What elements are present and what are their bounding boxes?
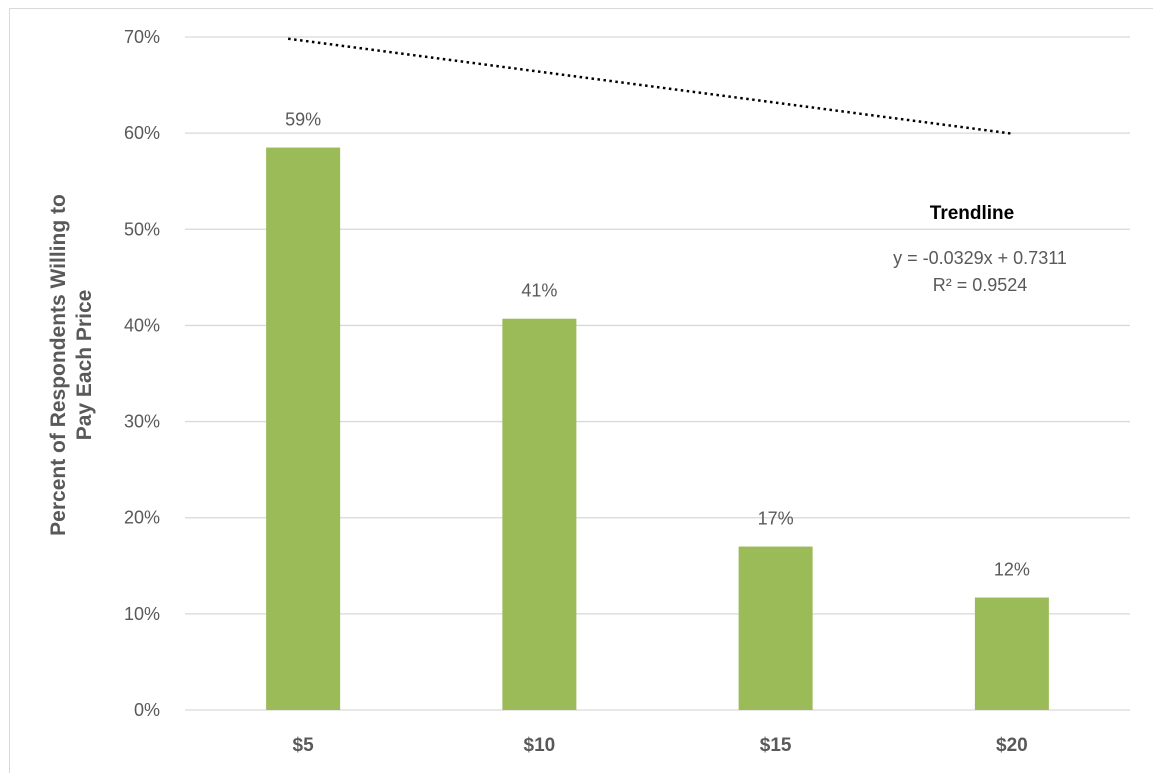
bar xyxy=(974,597,1049,710)
x-tick-label: $20 xyxy=(996,735,1028,756)
y-tick-label: 30% xyxy=(124,412,160,432)
y-tick-label: 0% xyxy=(134,700,160,720)
x-tick-label: $15 xyxy=(760,735,792,756)
data-label: 12% xyxy=(994,560,1030,580)
y-tick-label: 20% xyxy=(124,508,160,528)
data-label: 59% xyxy=(285,110,321,130)
trendline-r-squared: R² = 0.9524 xyxy=(933,275,1028,295)
y-axis-ticks: 0% 10% 20% 30% 40% 50% 60% 70% xyxy=(124,27,160,720)
gridlines xyxy=(185,36,1130,711)
bars xyxy=(266,147,1049,711)
y-axis-label: Percent of Respondents Willing to Pay Ea… xyxy=(47,194,96,536)
data-labels: 59% 41% 17% 12% xyxy=(285,110,1030,580)
y-tick-label: 50% xyxy=(124,219,160,239)
trendline-annotation: Trendline y = -0.0329x + 0.7311 R² = 0.9… xyxy=(893,203,1067,295)
trendline xyxy=(287,37,1013,135)
x-axis-ticks: $5 $10 $15 $20 xyxy=(293,735,1028,756)
data-label: 41% xyxy=(521,281,557,301)
trendline-heading: Trendline xyxy=(930,203,1014,224)
y-axis-label-line-1: Percent of Respondents Willing to xyxy=(47,194,70,536)
bar xyxy=(502,318,577,710)
y-tick-label: 40% xyxy=(124,315,160,335)
y-tick-label: 70% xyxy=(124,27,160,47)
trendline-equation: y = -0.0329x + 0.7311 xyxy=(893,248,1067,268)
y-axis-label-line-2: Pay Each Price xyxy=(73,290,96,441)
data-label: 17% xyxy=(758,509,794,529)
chart-frame xyxy=(9,8,1153,773)
x-tick-label: $5 xyxy=(293,735,315,756)
y-tick-label: 60% xyxy=(124,123,160,143)
y-tick-label: 10% xyxy=(124,604,160,624)
bar xyxy=(266,147,341,711)
x-tick-label: $10 xyxy=(524,735,556,756)
bar xyxy=(738,546,813,710)
